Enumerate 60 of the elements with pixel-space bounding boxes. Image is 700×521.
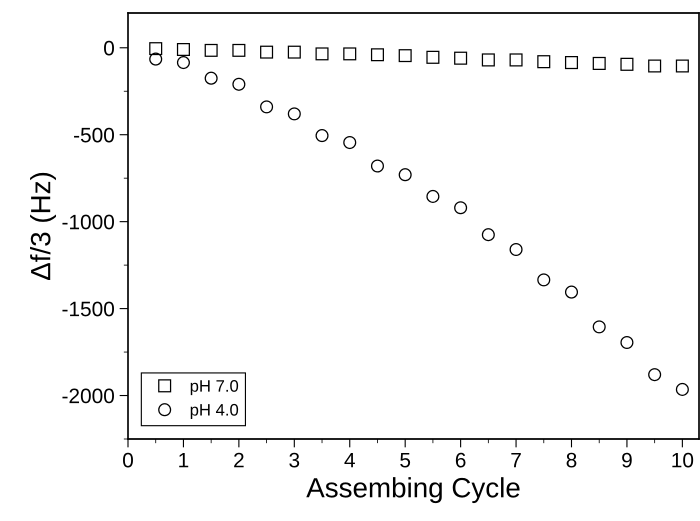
point (343, 136, 356, 150)
point (343, 47, 356, 60)
x-tick-label: 5 (400, 452, 410, 468)
point (482, 228, 495, 242)
x-tick-label: 10 (672, 452, 694, 468)
point (370, 159, 384, 173)
y-tick-label: -1500 (62, 302, 114, 316)
point (592, 56, 606, 70)
x-tick-label: 8 (566, 452, 576, 468)
point (620, 336, 634, 350)
x-tick-label: 2 (234, 452, 244, 468)
x-axis-title: Assembing Cycle (306, 477, 520, 504)
x-tick-label: 0 (123, 452, 133, 468)
point (648, 368, 662, 382)
point (620, 58, 634, 71)
y-axis-title: Δf/3 (Hz) (30, 172, 56, 280)
point (537, 273, 550, 286)
x-tick-label: 3 (289, 452, 300, 468)
point (648, 60, 662, 73)
x-tick-label: 6 (456, 452, 466, 468)
legend-label: pH 7.0 (190, 380, 238, 396)
y-tick-label: 0 (104, 40, 114, 56)
point (426, 190, 440, 203)
point (149, 52, 162, 66)
point (149, 42, 162, 56)
point (316, 47, 329, 60)
point (537, 55, 550, 68)
point (260, 46, 274, 59)
point (232, 44, 246, 57)
point (564, 56, 578, 70)
point (454, 52, 468, 65)
point (510, 242, 523, 256)
x-tick-label: 7 (511, 452, 521, 468)
legend-label: pH 4.0 (190, 404, 238, 419)
point (510, 53, 523, 66)
point (482, 53, 495, 66)
point (176, 42, 190, 56)
y-tick-label: -1000 (62, 214, 114, 230)
y-tick-label: -500 (74, 128, 114, 142)
point (426, 50, 440, 64)
point (398, 168, 412, 182)
point (370, 48, 384, 62)
point (592, 320, 606, 334)
point (564, 286, 578, 299)
point (176, 56, 190, 70)
x-tick-label: 9 (622, 452, 632, 468)
point (288, 46, 301, 59)
point (288, 107, 301, 120)
point (398, 49, 412, 62)
y-tick-label: -2000 (62, 388, 114, 404)
point (260, 100, 274, 114)
point (232, 78, 246, 91)
point (316, 129, 329, 142)
point (676, 60, 689, 73)
point (204, 72, 218, 85)
point (204, 44, 218, 57)
x-tick-label: 1 (179, 452, 188, 468)
x-tick-label: 4 (344, 452, 355, 468)
point (454, 201, 468, 214)
point (676, 382, 689, 396)
